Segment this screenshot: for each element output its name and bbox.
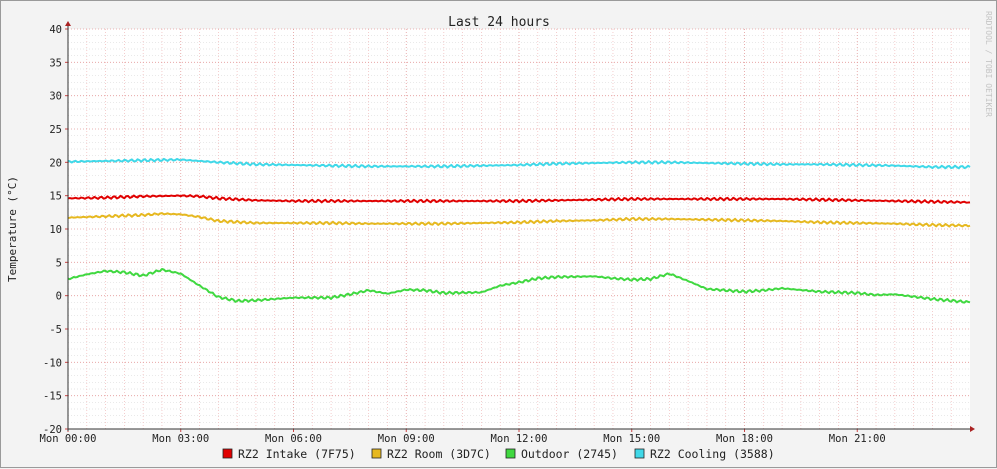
x-tick-label: Mon 06:00	[265, 433, 322, 445]
legend-label: RZ2 Intake (7F75)	[238, 447, 356, 461]
legend-label: RZ2 Room (3D7C)	[387, 447, 491, 461]
legend-swatch	[634, 448, 645, 459]
chart-title: Last 24 hours	[448, 15, 550, 30]
y-tick-label: 30	[49, 91, 62, 103]
x-axis-arrow	[970, 426, 975, 432]
y-tick-label: 40	[49, 24, 62, 36]
series-layer	[67, 157, 971, 304]
legend-swatch	[371, 448, 382, 459]
legend-label: RZ2 Cooling (3588)	[650, 447, 775, 461]
y-axis-arrow	[65, 21, 71, 26]
y-tick-labels: 40 35 30 25 20 15 10 5 0 -5 -10 -15 -20	[43, 24, 62, 436]
series-line-2	[67, 267, 971, 304]
y-tick-label: -5	[49, 324, 62, 336]
y-tick-label: 20	[49, 157, 62, 169]
watermark: RRDTOOL / TOBI OETIKER	[984, 11, 993, 117]
y-tick-label: -10	[43, 357, 62, 369]
legend-swatch	[222, 448, 233, 459]
x-tick-label: Mon 00:00	[40, 433, 97, 445]
y-tick-label: -15	[43, 391, 62, 403]
series-line-0	[67, 194, 971, 204]
y-tick-label: 5	[56, 257, 62, 269]
series-line-3	[67, 157, 971, 170]
legend-label: Outdoor (2745)	[521, 447, 618, 461]
legend: RZ2 Intake (7F75) RZ2 Room (3D7C) Outdoor …	[222, 447, 775, 461]
legend-swatch	[505, 448, 516, 459]
x-tick-label: Mon 21:00	[829, 433, 886, 445]
y-tick-label: 10	[49, 224, 62, 236]
x-tick-labels: Mon 00:00 Mon 03:00 Mon 06:00 Mon 09:00 Mon …	[40, 433, 886, 445]
axes	[65, 21, 975, 432]
x-tick-label: Mon 03:00	[152, 433, 209, 445]
y-tick-label: 25	[49, 124, 62, 136]
x-tick-label: Mon 09:00	[378, 433, 435, 445]
y-tick-label: 0	[56, 291, 62, 303]
series-line-1	[67, 212, 971, 228]
y-tick-label: 15	[49, 191, 62, 203]
x-tick-label: Mon 18:00	[716, 433, 773, 445]
x-tick-label: Mon 15:00	[603, 433, 660, 445]
x-tick-label: Mon 12:00	[491, 433, 548, 445]
y-tick-label: -20	[43, 424, 62, 436]
y-tick-label: 35	[49, 57, 62, 69]
y-axis-label: Temperature (°C)	[6, 176, 19, 282]
